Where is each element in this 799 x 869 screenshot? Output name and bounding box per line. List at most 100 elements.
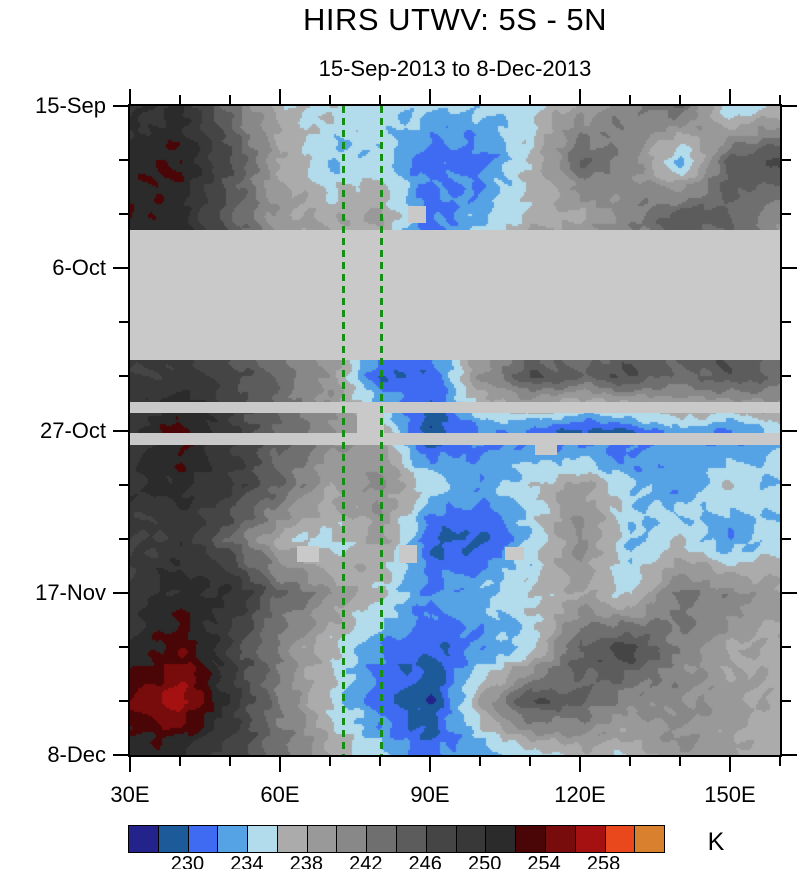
tick-mark [279, 757, 281, 772]
tick-mark [579, 89, 581, 104]
reference-line [379, 106, 383, 755]
tick-mark [779, 757, 781, 766]
missing-data-patch [505, 547, 524, 561]
colorbar-tick-label: 242 [349, 853, 383, 869]
tick-mark [729, 757, 731, 772]
tick-mark [119, 159, 128, 162]
tick-mark [379, 95, 381, 104]
tick-mark [119, 483, 128, 486]
tick-mark [479, 95, 481, 104]
tick-mark [782, 321, 791, 324]
x-axis-label: 120E [554, 782, 606, 807]
tick-mark [229, 757, 231, 766]
tick-mark [279, 89, 281, 104]
colorbar-cell [635, 826, 665, 852]
tick-mark [129, 757, 131, 772]
tick-mark [782, 645, 791, 648]
colorbar-cell [575, 826, 606, 852]
tick-mark [113, 429, 128, 432]
tick-mark [629, 757, 631, 766]
colorbar-tick-label: 238 [289, 853, 324, 869]
colorbar-cell [545, 826, 576, 852]
tick-mark [479, 757, 481, 766]
tick-mark [119, 537, 128, 540]
tick-mark [119, 645, 128, 648]
colorbar-cell [188, 826, 219, 852]
chart-subtitle: 15-Sep-2013 to 8-Dec-2013 [318, 56, 592, 81]
y-axis-label: 27-Oct [39, 417, 106, 443]
tick-mark [782, 483, 791, 486]
colorbar-tick-label: 258 [586, 853, 621, 869]
colorbar-tick-label: 246 [408, 853, 442, 869]
tick-mark [782, 159, 791, 162]
tick-mark [429, 757, 431, 772]
tick-mark [529, 757, 531, 766]
y-axis-label: 17-Nov [35, 579, 106, 605]
tick-mark [113, 267, 128, 270]
colorbar-cell [456, 826, 487, 852]
colorbar [128, 825, 665, 853]
x-axis-label: 90E [410, 782, 450, 807]
colorbar-cell [426, 826, 457, 852]
tick-mark [782, 591, 797, 594]
tick-mark [379, 757, 381, 766]
colorbar-cell [516, 826, 546, 852]
chart-title: HIRS UTWV: 5S - 5N [302, 2, 608, 37]
colorbar-tick-label: 234 [230, 853, 264, 869]
contour-field [130, 106, 780, 755]
tick-mark [529, 95, 531, 104]
tick-mark [119, 375, 128, 378]
tick-mark [782, 754, 797, 756]
y-axis-label: 6-Oct [52, 255, 106, 281]
tick-mark [782, 267, 797, 270]
tick-mark [119, 321, 128, 324]
colorbar-cell [605, 826, 636, 852]
tick-mark [629, 95, 631, 104]
reference-line [341, 106, 345, 755]
missing-data-band [130, 401, 780, 413]
tick-mark [782, 105, 797, 107]
tick-mark [229, 95, 231, 104]
tick-mark [179, 757, 181, 766]
tick-mark [782, 699, 791, 702]
missing-data-band [130, 432, 780, 446]
colorbar-cell [486, 826, 517, 852]
tick-mark [782, 213, 791, 216]
tick-mark [782, 429, 797, 432]
colorbar-tick-label: 230 [170, 853, 205, 869]
tick-mark [579, 757, 581, 772]
colorbar-tick-label: 250 [467, 853, 502, 869]
colorbar-cell [277, 826, 308, 852]
tick-mark [779, 95, 781, 104]
colorbar-cell [129, 826, 159, 852]
tick-mark [113, 591, 128, 594]
colorbar-cell [218, 826, 249, 852]
colorbar-cell [307, 826, 338, 852]
tick-mark [782, 375, 791, 378]
missing-data-patch [357, 412, 384, 433]
tick-mark [429, 89, 431, 104]
y-axis-label: 15-Sep [35, 93, 106, 118]
tick-mark [179, 95, 181, 104]
colorbar-cell [397, 826, 427, 852]
tick-mark [679, 95, 681, 104]
tick-mark [119, 699, 128, 702]
tick-mark [729, 89, 731, 104]
tick-mark [782, 537, 791, 540]
colorbar-cell [367, 826, 398, 852]
tick-mark [119, 213, 128, 216]
missing-data-band [130, 229, 780, 361]
x-axis-label: 30E [110, 782, 150, 807]
tick-mark [329, 95, 331, 104]
colorbar-cell [337, 826, 368, 852]
missing-data-patch [399, 544, 417, 563]
x-axis-label: 60E [260, 782, 300, 807]
tick-mark [129, 89, 131, 104]
missing-data-patch [535, 438, 557, 456]
colorbar-cell [158, 826, 189, 852]
tick-mark [329, 757, 331, 766]
colorbar-unit: K [707, 828, 725, 856]
colorbar-tick-label: 254 [527, 853, 561, 869]
colorbar-cell [248, 826, 278, 852]
tick-mark [679, 757, 681, 766]
